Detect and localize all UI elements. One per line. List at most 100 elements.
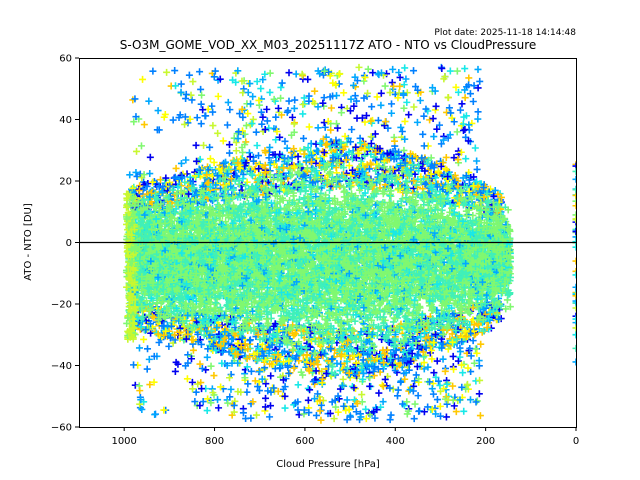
data-point <box>202 112 210 120</box>
data-point <box>193 114 201 122</box>
data-point <box>255 387 263 395</box>
data-point <box>379 398 387 406</box>
data-point <box>405 366 413 374</box>
data-point <box>305 123 313 131</box>
data-point <box>270 384 278 392</box>
data-point <box>444 396 452 404</box>
data-point <box>209 389 217 397</box>
data-point <box>444 93 452 101</box>
data-point <box>251 377 259 385</box>
data-point <box>413 363 421 371</box>
data-point <box>371 414 379 422</box>
data-point <box>281 137 289 145</box>
data-point <box>411 377 419 385</box>
data-point <box>458 383 466 391</box>
data-point <box>200 141 208 149</box>
data-point <box>140 121 148 129</box>
data-point <box>340 402 348 410</box>
data-point <box>445 104 453 112</box>
data-point <box>214 92 222 100</box>
data-point <box>267 372 275 380</box>
data-point <box>387 109 395 117</box>
data-point <box>243 363 251 371</box>
data-point <box>359 375 367 383</box>
data-point <box>388 79 396 87</box>
data-point <box>439 136 447 144</box>
data-point <box>198 385 206 393</box>
data-point <box>465 74 473 82</box>
data-point <box>232 138 240 146</box>
data-point <box>348 126 356 134</box>
data-point <box>473 397 481 405</box>
data-point <box>172 358 180 366</box>
data-point <box>406 386 414 394</box>
data-point <box>459 120 467 128</box>
data-point <box>428 405 436 413</box>
data-point <box>198 91 206 99</box>
data-point <box>403 98 411 106</box>
data-point <box>259 113 267 121</box>
data-point <box>472 398 480 406</box>
data-point <box>457 148 465 156</box>
data-point <box>366 382 374 390</box>
data-point <box>276 133 284 141</box>
data-point <box>403 398 411 406</box>
data-point <box>316 70 324 78</box>
data-point <box>326 409 334 417</box>
data-point <box>216 75 224 83</box>
data-point <box>362 405 370 413</box>
data-point <box>189 78 197 86</box>
data-point <box>149 67 157 75</box>
data-point <box>131 95 139 103</box>
data-point <box>188 355 196 363</box>
data-point <box>244 110 252 118</box>
data-point <box>361 73 369 81</box>
data-point <box>277 94 285 102</box>
data-point <box>449 352 457 360</box>
data-point <box>198 365 206 373</box>
data-point <box>426 378 434 386</box>
data-point <box>396 73 404 81</box>
data-point <box>317 416 325 424</box>
data-point <box>379 382 387 390</box>
data-point <box>446 67 454 75</box>
data-point <box>244 89 252 97</box>
data-point <box>333 92 341 100</box>
data-point <box>461 125 469 133</box>
data-point <box>401 117 409 125</box>
data-point <box>350 102 358 110</box>
data-point <box>374 116 382 124</box>
data-point <box>226 106 234 114</box>
data-point <box>197 120 205 128</box>
data-point <box>160 113 168 121</box>
data-point <box>459 127 467 135</box>
data-point <box>247 367 255 375</box>
data-point <box>197 85 205 93</box>
data-point <box>276 364 284 372</box>
data-point <box>246 80 254 88</box>
data-point <box>244 380 252 388</box>
data-point <box>450 118 458 126</box>
data-point <box>249 115 257 123</box>
data-point <box>386 89 394 97</box>
data-point <box>465 81 473 89</box>
data-point <box>389 385 397 393</box>
data-point <box>189 346 197 354</box>
data-point <box>137 396 145 404</box>
data-point <box>258 120 266 128</box>
data-point <box>432 410 440 418</box>
data-point <box>340 89 348 97</box>
data-point <box>242 415 250 423</box>
data-point <box>343 396 351 404</box>
data-point <box>403 410 411 418</box>
data-point <box>206 143 214 151</box>
data-point <box>181 113 189 121</box>
data-point <box>352 408 360 416</box>
data-point <box>334 392 342 400</box>
data-point <box>215 404 223 412</box>
data-point <box>211 67 219 75</box>
data-point <box>264 387 272 395</box>
data-point <box>255 96 263 104</box>
data-point <box>466 396 474 404</box>
data-point <box>184 359 192 367</box>
